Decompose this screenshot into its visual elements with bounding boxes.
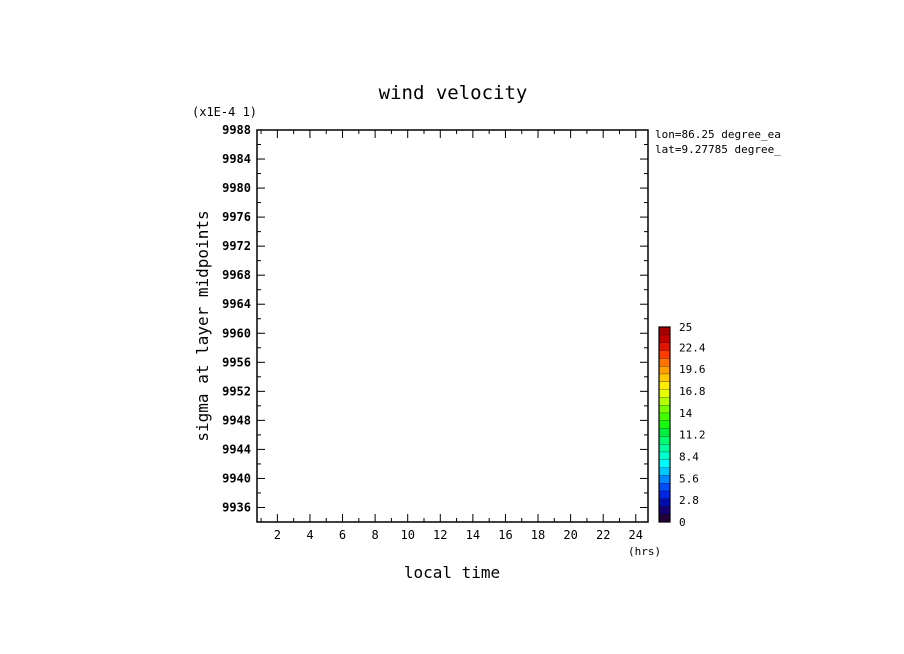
x-tick-label: 24 bbox=[629, 528, 643, 542]
x-tick-label: 8 bbox=[371, 528, 378, 542]
colorbar-tick-label: 16.8 bbox=[679, 385, 706, 398]
colorbar-band bbox=[659, 459, 670, 468]
colorbar-tick-label: 25 bbox=[679, 321, 692, 334]
colorbar-frame bbox=[658, 326, 671, 523]
colorbar-band bbox=[659, 506, 670, 515]
colorbar-tick-label: 11.2 bbox=[679, 429, 706, 442]
colorbar-band bbox=[659, 451, 670, 460]
x-tick-label: 2 bbox=[274, 528, 281, 542]
y-tick-label: 9980 bbox=[222, 181, 251, 195]
colorbar-band bbox=[659, 490, 670, 499]
y-tick-label: 9960 bbox=[222, 326, 251, 340]
annotation-lon: lon=86.25 degree_ea bbox=[655, 128, 781, 141]
x-tick-label: 20 bbox=[563, 528, 577, 542]
y-tick-label: 9984 bbox=[222, 152, 251, 166]
y-axis: 9936 9940 9944 9948 9952 9956 9960 9964 9968 9972… bbox=[222, 123, 648, 523]
colorbar-band bbox=[659, 467, 670, 476]
colorbar-band bbox=[659, 444, 670, 452]
colorbar-band bbox=[659, 350, 670, 359]
x-tick-label: 14 bbox=[466, 528, 480, 542]
colorbar-band bbox=[659, 366, 670, 374]
y-tick-label: 9988 bbox=[222, 123, 251, 137]
y-tick-label: 9944 bbox=[222, 442, 251, 456]
colorbar-band bbox=[659, 475, 670, 483]
annotation-lat: lat=9.27785 degree_ bbox=[655, 143, 781, 156]
colorbar-band bbox=[659, 342, 670, 351]
colorbar-band bbox=[659, 483, 670, 491]
colorbar-band bbox=[659, 327, 670, 335]
colorbar-band bbox=[659, 428, 670, 437]
x-axis-label: local time bbox=[404, 563, 500, 582]
y-axis-label: sigma at layer midpoints bbox=[193, 210, 212, 441]
y-tick-label: 9968 bbox=[222, 268, 251, 282]
x-tick-label: 22 bbox=[596, 528, 610, 542]
colorbar-tick-label: 2.8 bbox=[679, 494, 699, 507]
y-tick-label: 9948 bbox=[222, 413, 251, 427]
colorbar-band bbox=[659, 412, 670, 421]
colorbar-band bbox=[659, 358, 670, 366]
y-tick-label: 9940 bbox=[222, 471, 251, 485]
x-units: (hrs) bbox=[628, 545, 661, 558]
x-tick-label: 6 bbox=[339, 528, 346, 542]
plot-frame bbox=[256, 129, 649, 523]
y-tick-label: 9976 bbox=[222, 210, 251, 224]
colorbar-band bbox=[659, 436, 670, 444]
colorbar-tick-label: 5.6 bbox=[679, 472, 699, 485]
chart-title: wind velocity bbox=[379, 82, 528, 104]
colorbar-band bbox=[659, 397, 670, 405]
colorbar-band bbox=[659, 389, 670, 398]
colorbar-tick-label: 8.4 bbox=[679, 450, 699, 463]
colorbar-tick-label: 19.6 bbox=[679, 363, 706, 376]
y-scale-note: (x1E-4 1) bbox=[192, 105, 257, 119]
y-tick-label: 9952 bbox=[222, 384, 251, 398]
y-tick-label: 9964 bbox=[222, 297, 251, 311]
x-tick-label: 10 bbox=[400, 528, 414, 542]
y-tick-label: 9972 bbox=[222, 239, 251, 253]
colorbar-band bbox=[659, 514, 670, 522]
colorbar-tick-label: 22.4 bbox=[679, 341, 706, 354]
colorbar-band bbox=[659, 498, 670, 507]
x-tick-label: 16 bbox=[498, 528, 512, 542]
colorbar-band bbox=[659, 420, 670, 429]
x-axis: 2 4 6 8 10 12 14 16 18 20 22 24 bbox=[260, 130, 643, 542]
colorbar: 0 2.8 5.6 8.4 11.2 14 16.8 19.6 22.4 25 bbox=[658, 321, 706, 529]
x-tick-label: 18 bbox=[531, 528, 545, 542]
x-tick-label: 12 bbox=[433, 528, 447, 542]
colorbar-tick-label: 14 bbox=[679, 407, 693, 420]
colorbar-band bbox=[659, 381, 670, 390]
y-tick-label: 9936 bbox=[222, 500, 251, 514]
colorbar-tick-label: 0 bbox=[679, 516, 686, 529]
colorbar-band bbox=[659, 334, 670, 343]
y-tick-label: 9956 bbox=[222, 355, 251, 369]
colorbar-band bbox=[659, 405, 670, 413]
x-tick-label: 4 bbox=[306, 528, 313, 542]
colorbar-band bbox=[659, 373, 670, 382]
